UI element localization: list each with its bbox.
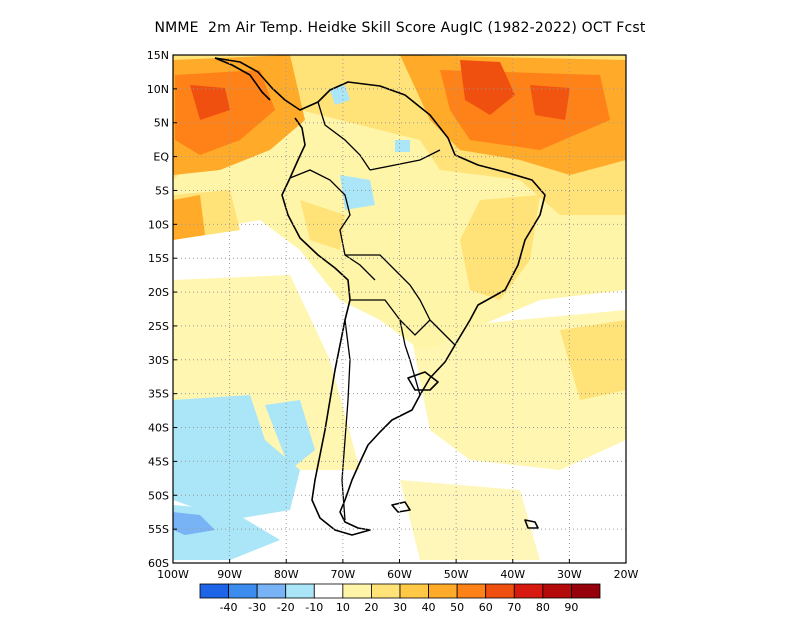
lat-tick-label: EQ (153, 151, 169, 164)
lat-tick-label: 45S (148, 455, 169, 468)
colorbar-swatch (542, 583, 572, 599)
lat-tick-label: 50S (148, 489, 169, 502)
colorbar-label: -20 (277, 601, 295, 614)
colorbar-label: 10 (336, 601, 350, 614)
colorbar-label: 40 (422, 601, 436, 614)
lat-tick-label: 10N (147, 83, 169, 96)
colorbar-swatch (285, 583, 315, 599)
lon-tick-label: 80W (274, 568, 299, 581)
lat-tick-label: 40S (148, 422, 169, 435)
colorbar-swatch (428, 583, 458, 599)
lon-tick-label: 40W (500, 568, 525, 581)
colorbar-label: 70 (507, 601, 521, 614)
lon-tick-label: 100W (157, 568, 189, 581)
colorbar-swatch (342, 583, 372, 599)
country-borders (289, 101, 456, 521)
gridlines (173, 55, 626, 563)
colorbar-swatch (399, 583, 429, 599)
lon-tick-label: 90W (217, 568, 242, 581)
colorbar-label: 30 (393, 601, 407, 614)
colorbar-swatch (256, 583, 287, 599)
colorbar-swatch (199, 583, 229, 599)
colorbar-swatch (485, 583, 515, 599)
lat-tick-label: 15S (148, 252, 169, 265)
colorbar-labels: -40 -30 -20 -10 10 20 30 40 50 60 70 80 90 (220, 601, 579, 614)
lat-tick-label: 35S (148, 388, 169, 401)
lat-tick-label: 20S (148, 286, 169, 299)
lat-tick-label: 55S (148, 523, 169, 536)
colorbar (199, 583, 601, 599)
skill-shading (173, 55, 626, 560)
lat-tick-label: 60S (148, 557, 169, 570)
lon-tick-label: 30W (557, 568, 582, 581)
lat-tick-label: 15N (147, 49, 169, 62)
colorbar-swatch (456, 583, 487, 599)
lat-tick-label: 25S (148, 320, 169, 333)
lat-tick-label: 5N (154, 117, 169, 130)
longitude-labels: 100W 90W 80W 70W 60W 50W 40W 30W 20W (157, 559, 639, 581)
colorbar-label: -40 (220, 601, 238, 614)
coastlines (214, 57, 546, 536)
lon-tick-label: 50W (444, 568, 469, 581)
colorbar-swatch (228, 583, 258, 599)
lon-tick-label: 60W (387, 568, 412, 581)
colorbar-label: -10 (305, 601, 323, 614)
lat-tick-label: 10S (148, 218, 169, 231)
latitude-labels: 15N 10N 5N EQ 5S 10S 15S 20S 25S 30S 35S 40S 45S 50S 5… (147, 49, 177, 570)
colorbar-swatch (371, 583, 401, 599)
colorbar-swatch (513, 583, 544, 599)
colorbar-label: -30 (248, 601, 266, 614)
colorbar-label: 20 (364, 601, 378, 614)
colorbar-label: 80 (536, 601, 550, 614)
colorbar-swatch (571, 583, 601, 599)
colorbar-label: 60 (479, 601, 493, 614)
colorbar-label: 90 (564, 601, 578, 614)
map-title: NMME 2m Air Temp. Heidke Skill Score Aug… (154, 20, 646, 36)
colorbar-label: 50 (450, 601, 464, 614)
lon-tick-label: 20W (614, 568, 639, 581)
colorbar-swatch (313, 583, 344, 599)
lat-tick-label: 30S (148, 354, 169, 367)
lat-tick-label: 5S (155, 184, 169, 197)
lon-tick-label: 70W (330, 568, 355, 581)
